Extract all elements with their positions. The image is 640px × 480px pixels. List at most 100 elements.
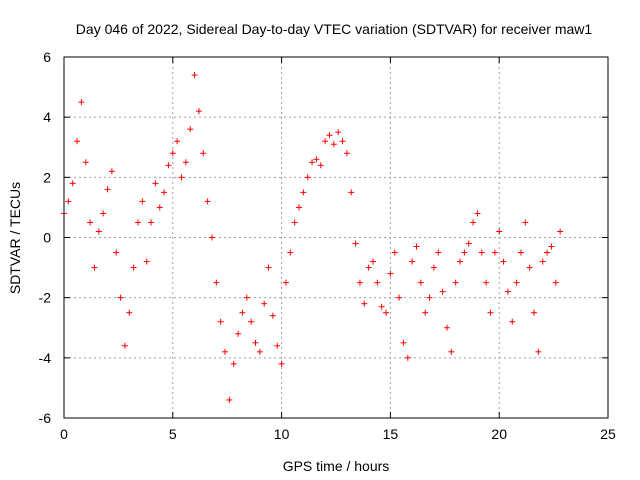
- data-point: [326, 132, 333, 139]
- data-point: [82, 159, 89, 166]
- data-point: [517, 249, 524, 256]
- data-point: [204, 198, 211, 205]
- data-point: [208, 234, 215, 241]
- data-point: [404, 354, 411, 361]
- data-point: [91, 264, 98, 271]
- data-point: [548, 243, 555, 250]
- data-point: [439, 288, 446, 295]
- data-point: [239, 309, 246, 316]
- data-point: [143, 258, 150, 265]
- x-tick-label: 0: [60, 426, 68, 442]
- data-point: [465, 240, 472, 247]
- data-point: [252, 339, 259, 346]
- data-point: [535, 348, 542, 355]
- data-point: [322, 138, 329, 145]
- x-tick-label: 10: [274, 426, 290, 442]
- data-point: [526, 264, 533, 271]
- data-point: [491, 249, 498, 256]
- data-point: [243, 294, 250, 301]
- chart-title: Day 046 of 2022, Sidereal Day-to-day VTE…: [76, 21, 593, 37]
- data-point: [448, 348, 455, 355]
- x-tick-label: 25: [600, 426, 616, 442]
- data-point: [470, 219, 477, 226]
- data-point: [78, 99, 85, 106]
- data-point: [457, 258, 464, 265]
- data-point: [461, 249, 468, 256]
- y-axis-label: SDTVAR / TECUs: [7, 182, 23, 294]
- data-point: [552, 279, 559, 286]
- data-point: [291, 219, 298, 226]
- data-point: [443, 324, 450, 331]
- data-point: [117, 294, 124, 301]
- x-tick-label: 20: [491, 426, 507, 442]
- data-point: [478, 249, 485, 256]
- data-point: [487, 309, 494, 316]
- data-point: [426, 294, 433, 301]
- data-point: [304, 174, 311, 181]
- data-point: [483, 279, 490, 286]
- data-point: [356, 279, 363, 286]
- data-point: [139, 198, 146, 205]
- data-point: [278, 360, 285, 367]
- data-point: [509, 318, 516, 325]
- data-point: [474, 210, 481, 217]
- data-point: [369, 258, 376, 265]
- data-point: [330, 141, 337, 148]
- data-point: [500, 258, 507, 265]
- data-point: [287, 249, 294, 256]
- data-point: [274, 342, 281, 349]
- data-point: [452, 279, 459, 286]
- data-point: [513, 279, 520, 286]
- data-point: [313, 156, 320, 163]
- data-point: [121, 342, 128, 349]
- data-point: [95, 228, 102, 235]
- data-point: [200, 150, 207, 157]
- data-point: [100, 210, 107, 217]
- data-point: [148, 219, 155, 226]
- data-point: [230, 360, 237, 367]
- data-point: [156, 204, 163, 211]
- data-point: [522, 219, 529, 226]
- data-point: [496, 228, 503, 235]
- data-point: [504, 288, 511, 295]
- data-point: [391, 249, 398, 256]
- data-point: [74, 138, 81, 145]
- data-point: [226, 396, 233, 403]
- data-point: [126, 309, 133, 316]
- data-point: [104, 186, 111, 193]
- y-tick-label: -4: [39, 350, 52, 366]
- x-axis-label: GPS time / hours: [283, 458, 390, 474]
- data-point: [417, 279, 424, 286]
- y-tick-label: 0: [43, 230, 51, 246]
- data-point: [435, 249, 442, 256]
- data-point: [213, 279, 220, 286]
- data-point: [413, 243, 420, 250]
- data-point: [361, 300, 368, 307]
- data-point: [374, 279, 381, 286]
- data-point: [169, 150, 176, 157]
- data-point: [191, 72, 198, 79]
- data-point: [108, 168, 115, 175]
- y-tick-label: 6: [43, 49, 51, 65]
- data-point: [261, 300, 268, 307]
- data-point: [174, 138, 181, 145]
- grid: [64, 57, 608, 418]
- data-point: [165, 162, 172, 169]
- data-point: [409, 258, 416, 265]
- data-point: [539, 258, 546, 265]
- data-point: [383, 309, 390, 316]
- data-point: [178, 174, 185, 181]
- x-tick-label: 5: [169, 426, 177, 442]
- data-point: [87, 219, 94, 226]
- axis-ticks: 0 5 10 15 20 25 -6 -4 -2 0 2 4 6: [39, 49, 616, 442]
- data-point: [317, 162, 324, 169]
- data-point: [378, 303, 385, 310]
- data-point: [300, 189, 307, 196]
- data-point: [339, 138, 346, 145]
- data-points: [61, 72, 564, 403]
- data-point: [182, 159, 189, 166]
- data-point: [387, 270, 394, 277]
- data-point: [309, 159, 316, 166]
- data-point: [557, 228, 564, 235]
- data-point: [222, 348, 229, 355]
